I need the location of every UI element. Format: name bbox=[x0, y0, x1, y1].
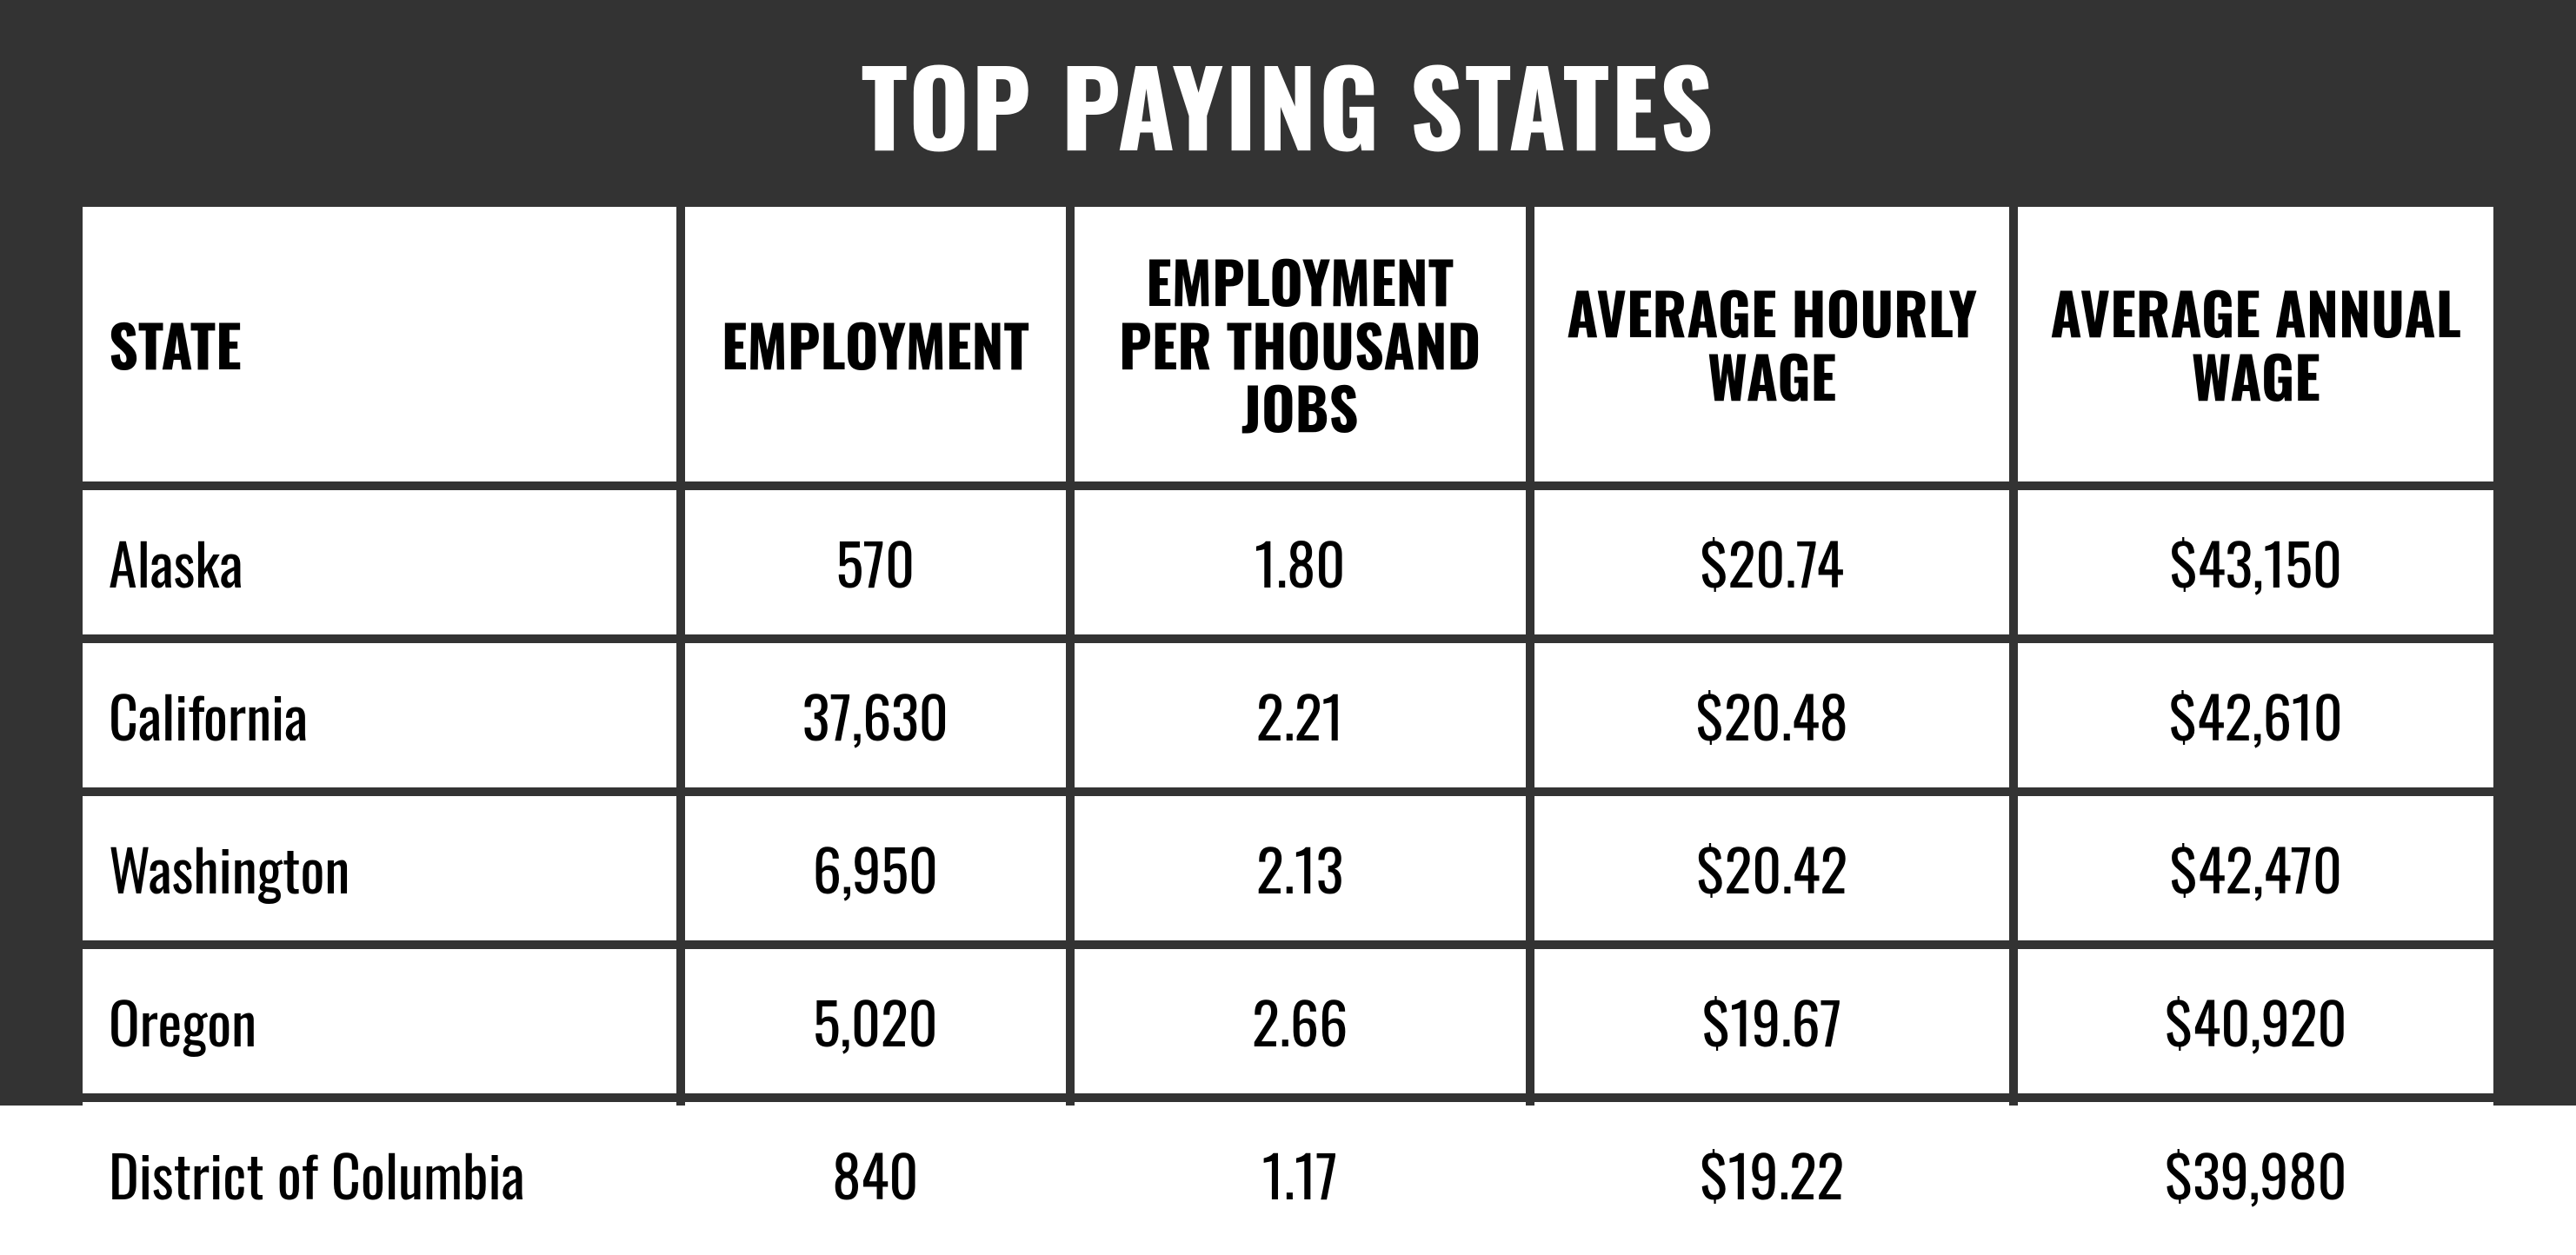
table-cell: 37,630 bbox=[685, 643, 1065, 787]
table-cell: $43,150 bbox=[2018, 490, 2493, 634]
table-cell: Washington bbox=[83, 796, 676, 940]
table-row: District of Columbia8401.17$19.22$39,980 bbox=[83, 1102, 2493, 1246]
table-cell: $20.42 bbox=[1534, 796, 2010, 940]
table-cell: $42,470 bbox=[2018, 796, 2493, 940]
table-cell: 2.21 bbox=[1075, 643, 1526, 787]
table-cell: $20.48 bbox=[1534, 643, 2010, 787]
table-cell: 1.80 bbox=[1075, 490, 1526, 634]
table-cell: Oregon bbox=[83, 949, 676, 1093]
table-row: Washington6,9502.13$20.42$42,470 bbox=[83, 796, 2493, 940]
table-cell: 1.17 bbox=[1075, 1102, 1526, 1246]
table-cell: 5,020 bbox=[685, 949, 1065, 1093]
table-cell: $40,920 bbox=[2018, 949, 2493, 1093]
table-cell: 570 bbox=[685, 490, 1065, 634]
table-cell: 840 bbox=[685, 1102, 1065, 1246]
column-header: AVERAGE ANNUAL WAGE bbox=[2018, 207, 2493, 481]
table-cell: 2.66 bbox=[1075, 949, 1526, 1093]
table-title: TOP PAYING STATES bbox=[74, 26, 2502, 181]
table-cell: California bbox=[83, 643, 676, 787]
column-header: AVERAGE HOURLY WAGE bbox=[1534, 207, 2010, 481]
table-cell: $42,610 bbox=[2018, 643, 2493, 787]
column-header: EMPLOYMENT PER THOUSAND JOBS bbox=[1075, 207, 1526, 481]
table-row: Alaska5701.80$20.74$43,150 bbox=[83, 490, 2493, 634]
data-table: STATEEMPLOYMENTEMPLOYMENT PER THOUSAND J… bbox=[74, 198, 2502, 1255]
table-cell: $39,980 bbox=[2018, 1102, 2493, 1246]
table-cell: District of Columbia bbox=[83, 1102, 676, 1246]
table-row: Oregon5,0202.66$19.67$40,920 bbox=[83, 949, 2493, 1093]
table-container: TOP PAYING STATES STATEEMPLOYMENTEMPLOYM… bbox=[0, 0, 2576, 1106]
column-header: EMPLOYMENT bbox=[685, 207, 1065, 481]
column-header: STATE bbox=[83, 207, 676, 481]
table-cell: $20.74 bbox=[1534, 490, 2010, 634]
table-header-row: STATEEMPLOYMENTEMPLOYMENT PER THOUSAND J… bbox=[83, 207, 2493, 481]
table-cell: Alaska bbox=[83, 490, 676, 634]
table-row: California37,6302.21$20.48$42,610 bbox=[83, 643, 2493, 787]
table-cell: $19.67 bbox=[1534, 949, 2010, 1093]
table-cell: $19.22 bbox=[1534, 1102, 2010, 1246]
table-cell: 2.13 bbox=[1075, 796, 1526, 940]
table-cell: 6,950 bbox=[685, 796, 1065, 940]
